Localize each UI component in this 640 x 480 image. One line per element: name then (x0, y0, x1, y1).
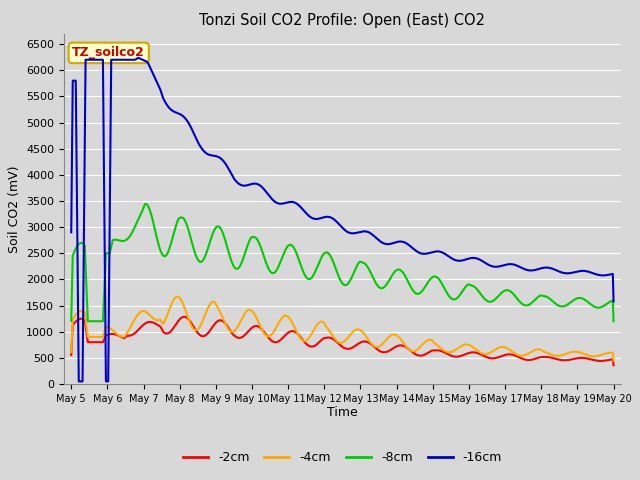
Title: Tonzi Soil CO2 Profile: Open (East) CO2: Tonzi Soil CO2 Profile: Open (East) CO2 (200, 13, 485, 28)
Legend: -2cm, -4cm, -8cm, -16cm: -2cm, -4cm, -8cm, -16cm (178, 446, 507, 469)
Y-axis label: Soil CO2 (mV): Soil CO2 (mV) (8, 165, 20, 252)
Text: TZ_soilco2: TZ_soilco2 (72, 47, 145, 60)
X-axis label: Time: Time (327, 407, 358, 420)
